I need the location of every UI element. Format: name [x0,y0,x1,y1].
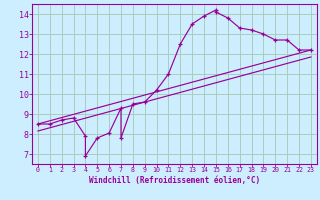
X-axis label: Windchill (Refroidissement éolien,°C): Windchill (Refroidissement éolien,°C) [89,176,260,185]
